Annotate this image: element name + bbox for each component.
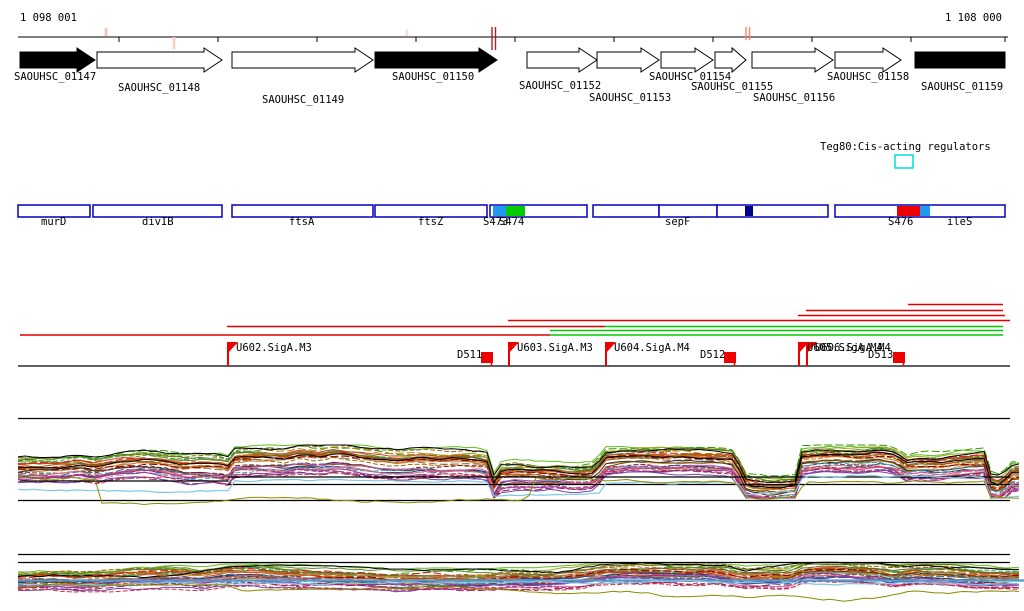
annotation-label-s476: S476 [888,216,914,228]
tss-label-u605: U605.SigA.M4 [807,342,883,354]
annotation-label-murd: murD [41,216,67,228]
expression-trace [17,451,1020,491]
expression-trace [18,454,1020,490]
expression-trace [17,466,1020,499]
gene-label-saouhsc-01159: SAOUHSC_01159 [921,81,1004,93]
gene-label-saouhsc-01150: SAOUHSC_01150 [392,71,475,83]
gene-arrow[interactable] [231,47,374,73]
expression-trace [17,450,1020,489]
ruler-end-label: 1 108 000 [945,12,1002,24]
expression-trace [17,572,1020,586]
gene-arrow[interactable] [526,47,598,73]
annotation-feature[interactable] [920,206,930,216]
expression-trace [17,565,1020,583]
gene-label-saouhsc-01149: SAOUHSC_01149 [262,94,345,106]
gene-arrow[interactable] [374,47,498,73]
annotation-label-sepf: sepF [665,216,691,228]
expression-trace [17,444,1020,483]
annotation-label-divib: divIB [142,216,174,228]
gene-label-saouhsc-01158: SAOUHSC_01158 [827,71,910,83]
tss-d-square[interactable] [893,352,905,363]
gene-label-saouhsc-01154: SAOUHSC_01154 [649,71,732,83]
expression-trace [17,469,1020,499]
regulator-track-label: Teg80:Cis-acting regulators [820,141,991,153]
expression-trace [17,455,1020,493]
tss-label-u602: U602.SigA.M3 [236,342,312,354]
tss-label-u604: U604.SigA.M4 [614,342,690,354]
expression-trace [17,583,1020,602]
annotation-feature[interactable] [745,206,753,216]
gene-arrow[interactable] [751,47,834,73]
expression-trace [17,475,1020,506]
expression-trace [17,447,1020,487]
annotation-label-iles: ileS [947,216,973,228]
gene-label-saouhsc-01147: SAOUHSC_01147 [14,71,97,83]
expression-trace [17,576,1020,593]
tss-label-d511: D511 [457,349,483,361]
expression-trace [17,474,1020,499]
expression-trace [17,564,1020,577]
annotation-box[interactable] [17,204,91,218]
annotation-feature[interactable] [897,206,920,216]
gene-label-saouhsc-01152: SAOUHSC_01152 [519,80,602,92]
gene-label-saouhsc-01155: SAOUHSC_01155 [691,81,774,93]
regulator-box[interactable] [894,154,914,169]
tss-flag[interactable] [228,342,238,353]
annotation-label-ftsz: ftsZ [418,216,444,228]
annotation-box[interactable] [716,204,829,218]
tss-label-u606: U606.SigA.M4 [815,342,891,354]
expression-trace [17,563,1020,578]
annotation-label-s473: S473 [483,216,509,228]
expression-trace [17,444,1020,480]
expression-trace [17,451,1020,489]
expression-trace [17,453,1020,491]
expression-trace [17,467,1020,499]
expression-trace [17,579,1020,587]
gene-arrow[interactable] [96,47,223,73]
expression-trace [17,444,1020,483]
annotation-feature[interactable] [493,206,506,216]
annotation-box[interactable] [92,204,223,218]
tss-label-u603: U603.SigA.M3 [517,342,593,354]
gene-arrow[interactable] [660,47,714,73]
tss-label-d512: D512 [700,349,726,361]
gene-arrow[interactable] [714,46,747,74]
gene-label-saouhsc-01153: SAOUHSC_01153 [589,92,672,104]
ruler-start-label: 1 098 001 [20,12,77,24]
annotation-label-s474: S474 [499,216,525,228]
tss-flag[interactable] [606,342,616,353]
gene-label-saouhsc-01156: SAOUHSC_01156 [753,92,836,104]
tss-flag[interactable] [807,342,817,353]
expression-trace [17,447,1020,485]
tss-d-square[interactable] [481,352,493,363]
annotation-feature[interactable] [506,206,525,216]
expression-trace [17,468,1020,500]
expression-trace [17,568,1020,583]
tss-flag[interactable] [509,342,519,353]
gene-arrow[interactable] [596,47,660,73]
annotation-label-ftsa: ftsA [289,216,315,228]
annotation-box[interactable] [592,204,660,218]
annotation-box[interactable] [231,204,374,218]
gene-arrow[interactable] [19,47,96,73]
expression-trace [17,561,1020,579]
expression-trace [18,463,1020,499]
tss-d-square[interactable] [724,352,736,363]
annotation-box[interactable] [374,204,488,218]
expression-trace [17,461,1020,498]
gene-arrow[interactable] [914,51,1006,69]
gene-label-saouhsc-01148: SAOUHSC_01148 [118,82,201,94]
tss-label-d513: D513 [868,349,894,361]
gene-arrow[interactable] [834,47,902,73]
